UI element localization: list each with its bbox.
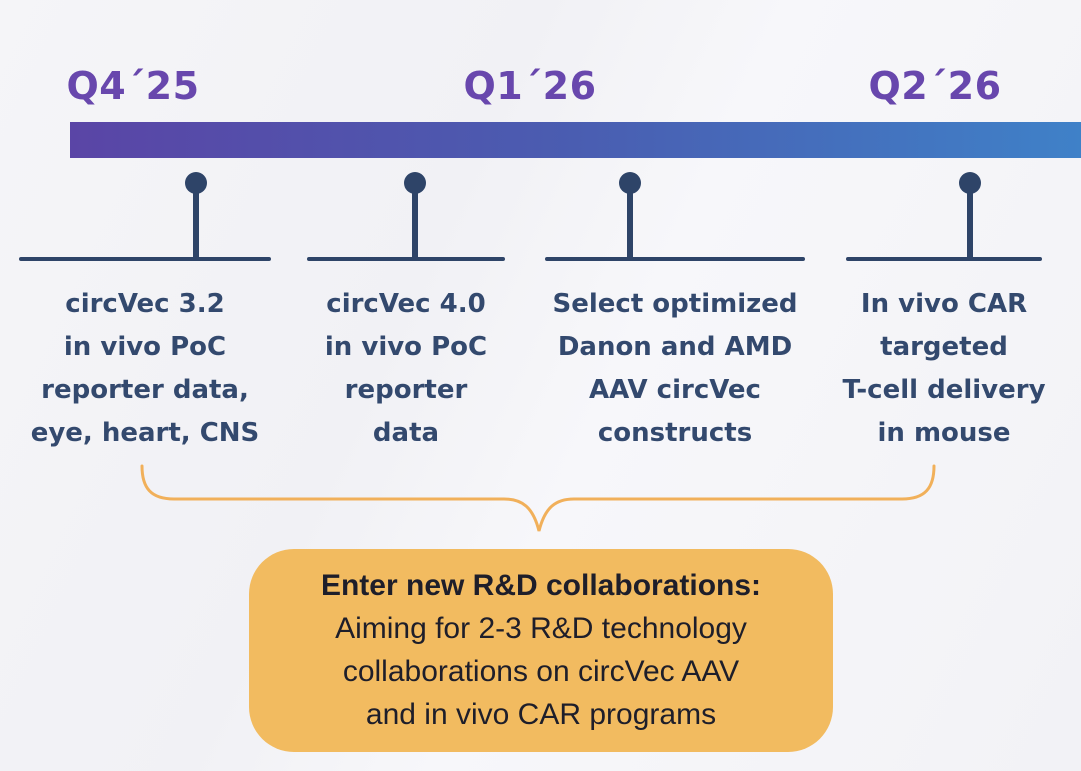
quarter-label-q2-26: Q2´26 (868, 64, 1002, 108)
milestone-line: reporter (344, 375, 468, 405)
milestone-dot (185, 172, 207, 194)
milestone-stem (412, 190, 418, 261)
milestone-line: in vivo PoC (63, 332, 227, 362)
timeline-bar (70, 122, 1081, 158)
milestone-line: AAV circVec (589, 375, 761, 405)
milestone-line: constructs (597, 418, 753, 448)
callout-body-line: collaborations on circVec AAV (342, 655, 740, 688)
milestone-line: Select optimized (552, 289, 798, 319)
quarter-label-q4-25: Q4´25 (66, 64, 200, 108)
milestone-text-danon-amd: Select optimized Danon and AMD AAV circV… (535, 283, 815, 455)
milestone-dot (619, 172, 641, 194)
milestone-rule (545, 257, 805, 261)
milestone-line: in mouse (877, 418, 1011, 448)
curly-brace-path (140, 464, 936, 532)
callout-heading: Enter new R&D collaborations: (320, 569, 762, 602)
callout-body-line: and in vivo CAR programs (365, 698, 717, 731)
milestone-rule (307, 257, 505, 261)
milestone-line: reporter data, (41, 375, 249, 405)
milestone-line: T-cell delivery (842, 375, 1046, 405)
milestone-rule (846, 257, 1042, 261)
milestone-line: in vivo PoC (324, 332, 488, 362)
milestone-dot (404, 172, 426, 194)
milestone-rule (19, 257, 271, 261)
milestone-line: circVec 4.0 (326, 289, 486, 319)
milestone-line: Danon and AMD (557, 332, 793, 362)
milestone-stem (627, 190, 633, 261)
milestone-line: targeted (880, 332, 1008, 362)
milestone-text-circvec-4-0: circVec 4.0 in vivo PoC reporter data (286, 283, 526, 455)
callout-body-line: Aiming for 2-3 R&D technology (335, 612, 747, 645)
milestone-text-circvec-3-2: circVec 3.2 in vivo PoC reporter data, e… (5, 283, 285, 455)
milestone-text-in-vivo-car: In vivo CAR targeted T-cell delivery in … (819, 283, 1069, 455)
milestone-line: eye, heart, CNS (30, 418, 260, 448)
callout-box: Enter new R&D collaborations: Aiming for… (249, 549, 833, 752)
milestone-line: circVec 3.2 (65, 289, 225, 319)
milestone-line: data (372, 418, 440, 448)
milestone-stem (193, 190, 199, 261)
milestone-stem (967, 190, 973, 261)
quarter-label-q1-26: Q1´26 (463, 64, 597, 108)
milestone-dot (959, 172, 981, 194)
milestone-line: In vivo CAR (860, 289, 1028, 319)
